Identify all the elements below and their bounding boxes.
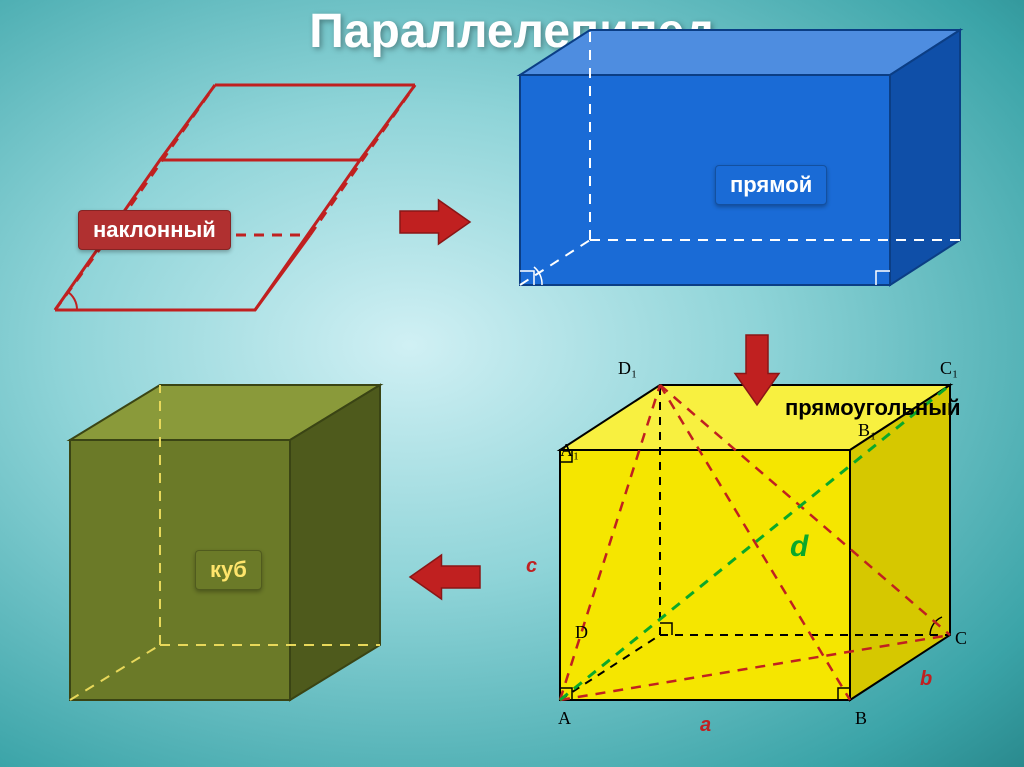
vertex-D: D [575, 622, 588, 643]
label-cube: куб [195, 550, 262, 590]
edge-label-d: d [790, 530, 808, 564]
vertex-B1: B₁ [858, 420, 876, 441]
vertex-C1: C₁ [940, 358, 958, 379]
label-right: прямой [715, 165, 827, 205]
arrow-rect-to-cube [410, 555, 480, 599]
vertex-D1: D₁ [618, 358, 637, 379]
vertex-A1: A₁ [560, 440, 579, 461]
edge-label-b: b [920, 668, 932, 691]
vertex-C: C [955, 628, 967, 649]
diagram-canvas [0, 0, 1024, 767]
vertex-B: B [855, 708, 867, 729]
arrow-oblique-to-right [400, 200, 470, 244]
label-rectangular: прямоугольный [785, 395, 961, 421]
vertex-A: A [558, 708, 571, 729]
edge-label-c: c [526, 555, 537, 578]
label-oblique: наклонный [78, 210, 231, 250]
edge-label-a: a [700, 714, 711, 737]
